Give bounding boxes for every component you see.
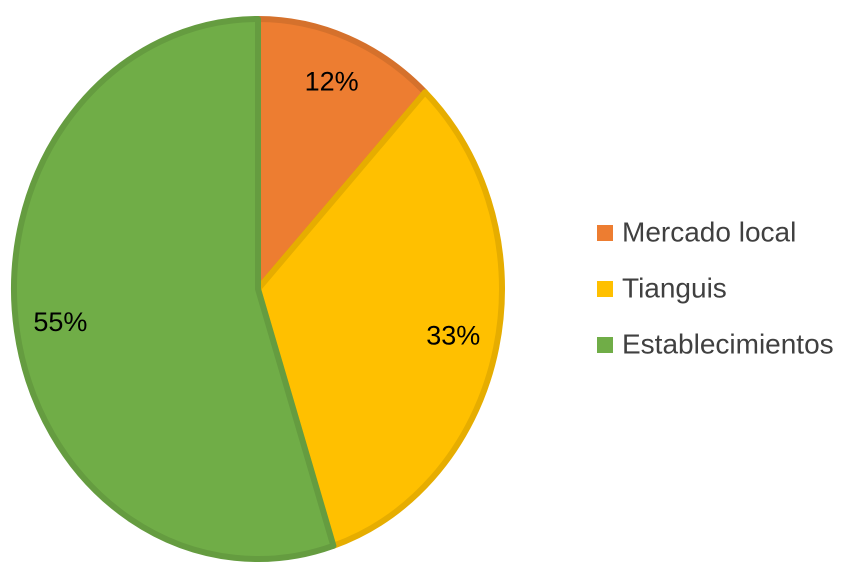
data-label: 55% bbox=[33, 307, 87, 337]
legend-swatch bbox=[597, 337, 613, 353]
legend-label: Establecimientos bbox=[622, 328, 834, 359]
legend-swatch bbox=[597, 281, 613, 297]
data-label: 12% bbox=[305, 66, 359, 96]
legend-label: Tianguis bbox=[622, 272, 727, 303]
pie-slice bbox=[255, 16, 429, 292]
data-label: 33% bbox=[426, 320, 480, 350]
legend-label: Mercado local bbox=[622, 216, 796, 247]
legend-swatch bbox=[597, 225, 613, 241]
pie-slice bbox=[11, 16, 337, 562]
pie-slice bbox=[255, 89, 505, 549]
